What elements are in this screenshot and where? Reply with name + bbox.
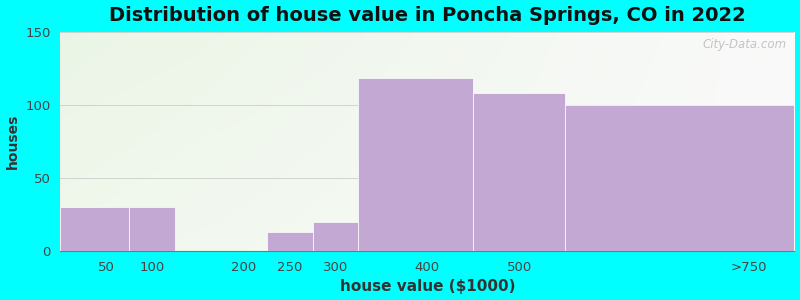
- Text: City-Data.com: City-Data.com: [703, 38, 787, 51]
- Bar: [474, 93, 565, 251]
- Bar: [313, 222, 358, 251]
- Bar: [60, 207, 129, 251]
- Bar: [129, 207, 175, 251]
- Bar: [358, 79, 474, 251]
- Bar: [565, 105, 794, 251]
- Y-axis label: houses: houses: [6, 114, 19, 169]
- X-axis label: house value ($1000): house value ($1000): [339, 279, 515, 294]
- Bar: [266, 232, 313, 251]
- Title: Distribution of house value in Poncha Springs, CO in 2022: Distribution of house value in Poncha Sp…: [109, 6, 746, 25]
